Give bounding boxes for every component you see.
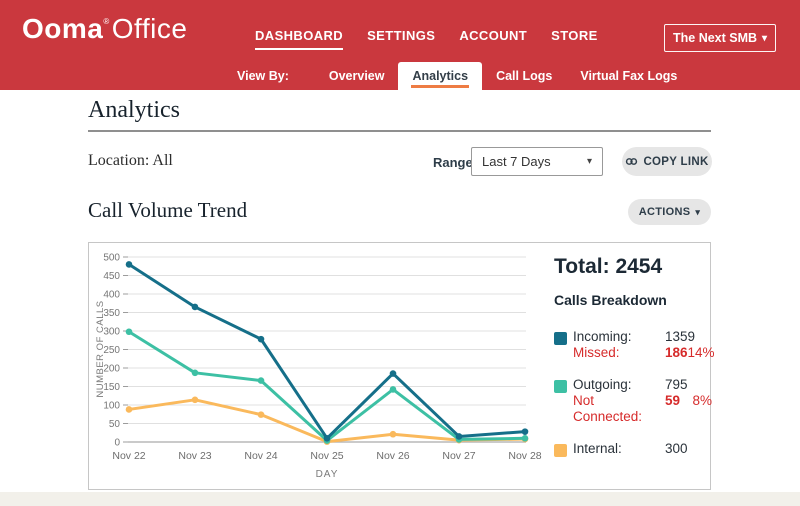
legend-item-internal: Internal: 300 bbox=[554, 441, 712, 457]
legend-item-outgoing: Outgoing: 795 Not Connected: 59 8% bbox=[554, 377, 712, 425]
svg-text:450: 450 bbox=[103, 271, 120, 282]
svg-text:100: 100 bbox=[103, 401, 120, 412]
chevron-down-icon: ▾ bbox=[695, 206, 701, 217]
svg-text:Nov 28: Nov 28 bbox=[508, 450, 541, 462]
top-header: Ooma®Office DASHBOARD SETTINGS ACCOUNT STOR… bbox=[0, 0, 800, 62]
registered-mark: ® bbox=[103, 17, 110, 26]
legend-swatch bbox=[554, 444, 567, 457]
svg-text:NUMBER OF CALLS: NUMBER OF CALLS bbox=[95, 300, 106, 397]
account-selector[interactable]: The Next SMB ▾ bbox=[664, 24, 776, 52]
svg-text:Nov 22: Nov 22 bbox=[112, 450, 145, 462]
svg-text:0: 0 bbox=[114, 438, 120, 449]
legend-subrow: Not Connected: 59 8% bbox=[573, 393, 712, 424]
dashboard-subnav: View By: Overview Analytics Call Logs Virtu… bbox=[0, 62, 800, 90]
range-select-value: Last 7 Days bbox=[482, 154, 551, 169]
actions-button[interactable]: ACTIONS ▾ bbox=[628, 199, 711, 225]
range-select[interactable]: Last 7 Days ▾ bbox=[471, 147, 603, 176]
svg-text:500: 500 bbox=[103, 253, 120, 264]
svg-text:400: 400 bbox=[103, 290, 120, 301]
tab-virtual-fax-logs[interactable]: Virtual Fax Logs bbox=[580, 69, 678, 83]
title-divider bbox=[88, 130, 711, 132]
nav-item-store[interactable]: STORE bbox=[551, 28, 598, 43]
link-icon bbox=[625, 155, 638, 168]
actions-label: ACTIONS bbox=[638, 206, 691, 218]
svg-text:Nov 27: Nov 27 bbox=[442, 450, 475, 462]
nav-item-dashboard[interactable]: DASHBOARD bbox=[255, 28, 344, 50]
svg-text:DAY: DAY bbox=[316, 469, 339, 480]
legend-item-incoming: Incoming: 1359 Missed: 186 14% bbox=[554, 329, 715, 361]
logo-brand: Ooma bbox=[22, 13, 104, 44]
account-selector-value: The Next SMB bbox=[673, 31, 758, 45]
view-by-label: View By: bbox=[237, 69, 289, 83]
total-value: 2454 bbox=[615, 255, 663, 278]
svg-text:50: 50 bbox=[109, 419, 121, 430]
ooma-office-logo[interactable]: Ooma®Office bbox=[22, 13, 187, 45]
call-volume-chart-panel: 0 50 100 150 200 250 300 350 400 450 500 Nov 22 Nov … bbox=[88, 242, 715, 490]
legend-subrow: Missed: 186 14% bbox=[573, 345, 715, 360]
bottom-background bbox=[0, 492, 800, 506]
legend-row: Outgoing: 795 bbox=[573, 377, 688, 392]
svg-text:200: 200 bbox=[103, 364, 120, 375]
svg-text:Nov 24: Nov 24 bbox=[244, 450, 277, 462]
legend-row: Incoming: 1359 bbox=[573, 329, 696, 344]
total-calls: Total: 2454 bbox=[554, 255, 712, 279]
svg-text:150: 150 bbox=[103, 382, 120, 393]
section-title: Call Volume Trend bbox=[88, 198, 248, 222]
svg-text:Nov 25: Nov 25 bbox=[310, 450, 343, 462]
main-nav: DASHBOARD SETTINGS ACCOUNT STORE bbox=[255, 28, 598, 50]
chevron-down-icon: ▾ bbox=[586, 156, 592, 167]
svg-text:Nov 23: Nov 23 bbox=[178, 450, 211, 462]
tab-call-logs[interactable]: Call Logs bbox=[496, 69, 553, 83]
range-label: Range bbox=[433, 155, 473, 170]
legend-swatch bbox=[554, 332, 567, 345]
chevron-down-icon: ▾ bbox=[761, 32, 767, 44]
breakdown-title: Calls Breakdown bbox=[554, 292, 667, 308]
copy-link-label: COPY LINK bbox=[643, 155, 709, 168]
svg-text:300: 300 bbox=[103, 327, 120, 338]
tab-overview[interactable]: Overview bbox=[328, 69, 385, 83]
calls-summary: Total: 2454 Calls Breakdown Incoming: 135… bbox=[554, 255, 715, 473]
tab-analytics[interactable]: Analytics bbox=[398, 62, 483, 90]
legend-row: Internal: 300 bbox=[573, 441, 688, 456]
copy-link-button[interactable]: COPY LINK bbox=[622, 147, 712, 176]
svg-text:Nov 26: Nov 26 bbox=[376, 450, 409, 462]
total-label: Total: bbox=[554, 255, 610, 278]
location-label: Location: All bbox=[88, 152, 173, 169]
svg-text:250: 250 bbox=[103, 345, 120, 356]
nav-item-settings[interactable]: SETTINGS bbox=[367, 28, 436, 43]
call-volume-chart[interactable]: 0 50 100 150 200 250 300 350 400 450 500 Nov 22 Nov … bbox=[89, 243, 549, 489]
logo-product: Office bbox=[111, 13, 188, 44]
svg-text:350: 350 bbox=[103, 308, 120, 319]
nav-item-account[interactable]: ACCOUNT bbox=[459, 28, 528, 43]
page-title: Analytics bbox=[88, 97, 180, 123]
legend-swatch bbox=[554, 380, 567, 393]
